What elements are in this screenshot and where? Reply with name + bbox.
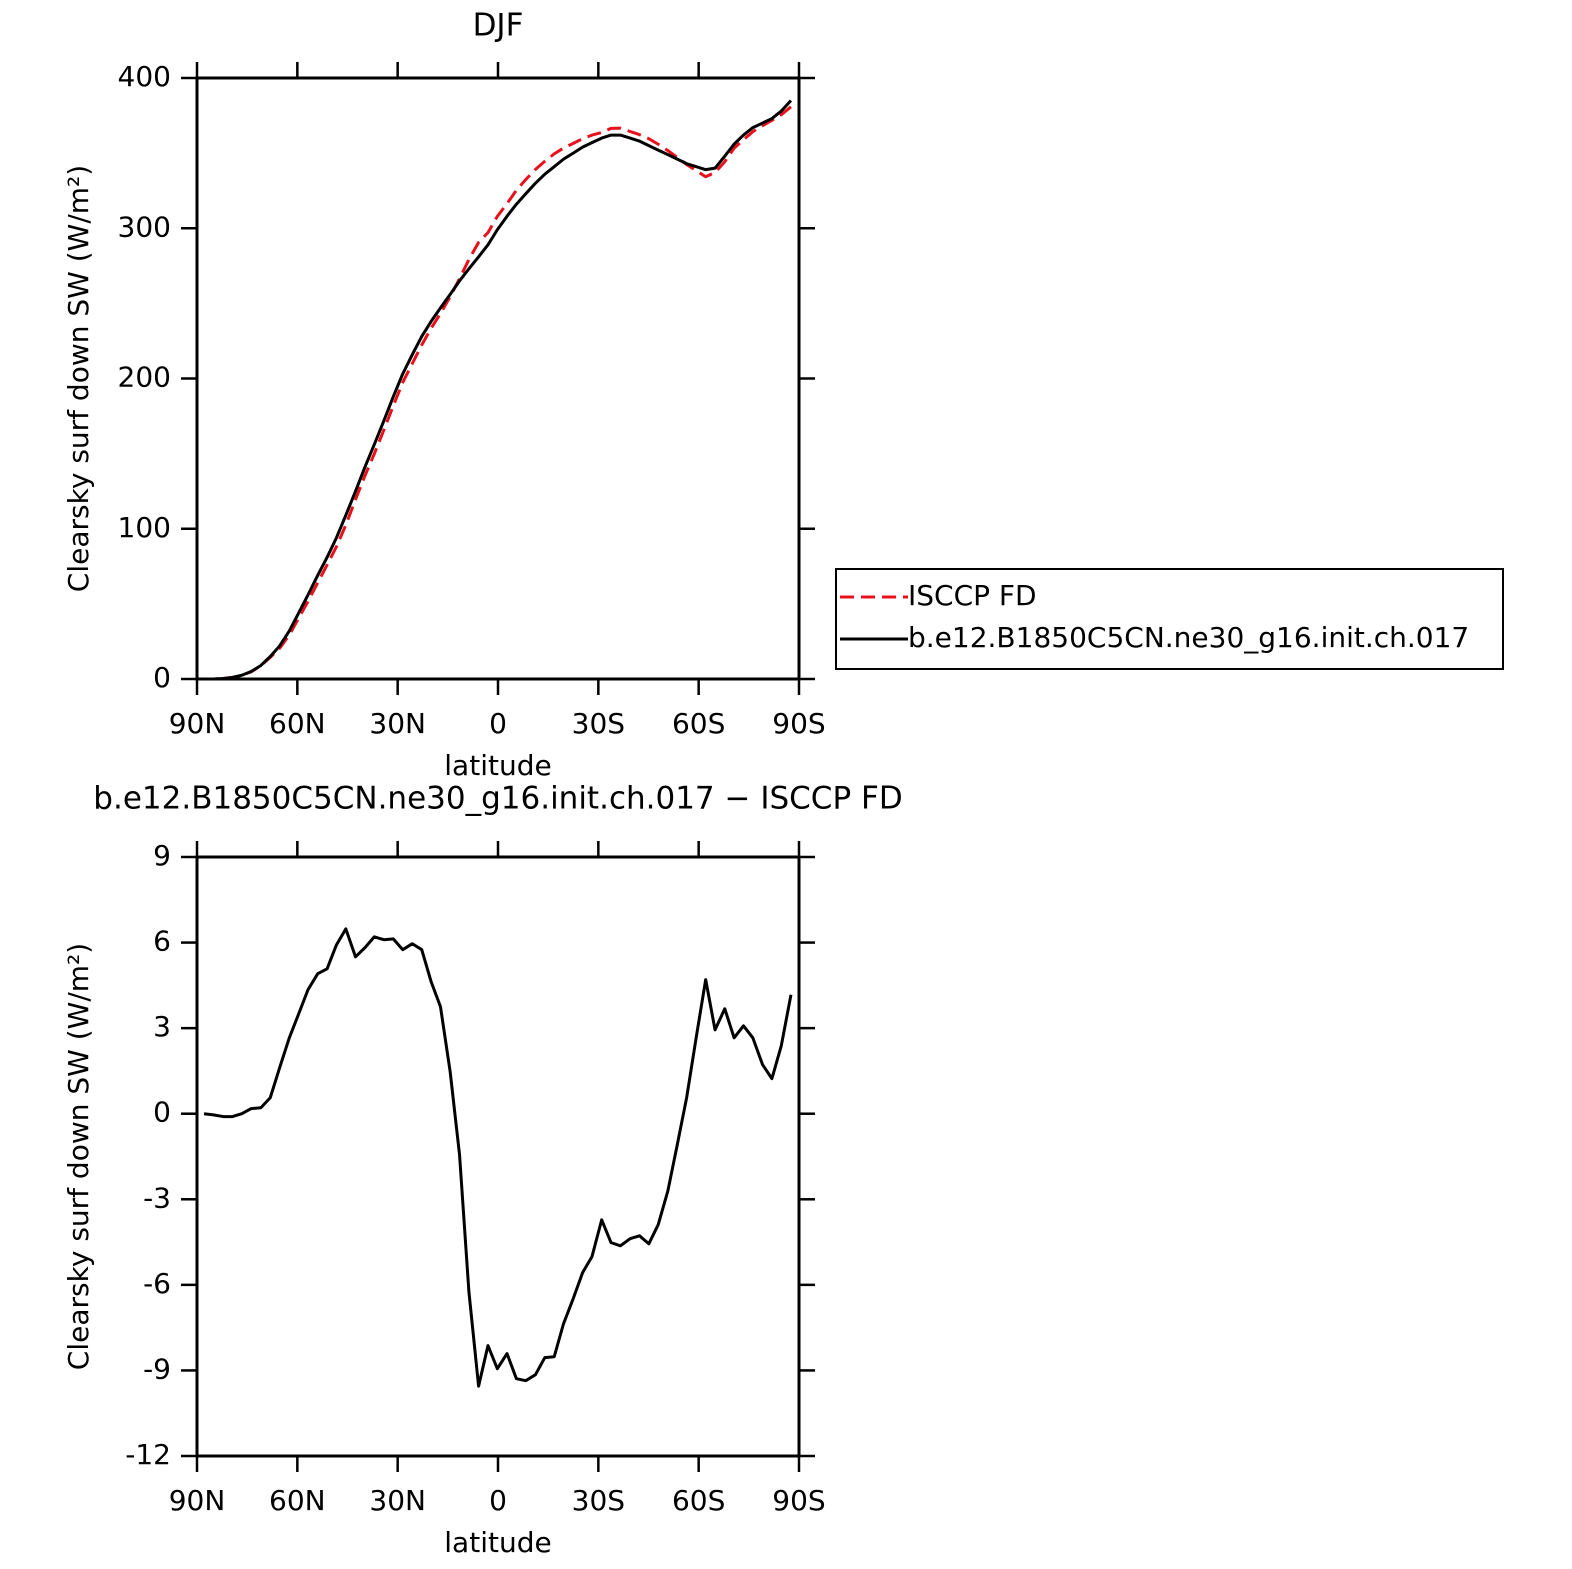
y-tick-label: 100 bbox=[118, 511, 171, 544]
x-tick-label: 60S bbox=[672, 1484, 725, 1517]
x-tick-label: 30S bbox=[572, 707, 625, 740]
legend-label: ISCCP FD bbox=[908, 579, 1037, 612]
data-line bbox=[204, 105, 792, 681]
legend-label: b.e12.B1850C5CN.ne30_g16.init.ch.017 bbox=[908, 621, 1469, 654]
x-tick-label: 0 bbox=[489, 707, 507, 740]
x-tick-label: 60N bbox=[269, 1484, 326, 1517]
y-axis-label: Clearsky surf down SW (W/m²) bbox=[62, 943, 95, 1370]
x-tick-label: 60S bbox=[672, 707, 725, 740]
y-tick-label: -3 bbox=[143, 1181, 171, 1214]
x-tick-label: 60N bbox=[269, 707, 326, 740]
y-tick-label: 9 bbox=[153, 839, 171, 872]
y-axis-label: Clearsky surf down SW (W/m²) bbox=[62, 165, 95, 592]
chart-title: DJF bbox=[473, 8, 524, 44]
x-tick-label: 90S bbox=[772, 707, 825, 740]
x-tick-label: 90N bbox=[169, 1484, 226, 1517]
x-axis-label: latitude bbox=[444, 749, 551, 782]
y-tick-label: 6 bbox=[153, 925, 171, 958]
y-tick-label: 3 bbox=[153, 1010, 171, 1043]
x-tick-label: 30S bbox=[572, 1484, 625, 1517]
y-tick-label: 300 bbox=[118, 210, 171, 243]
data-line bbox=[203, 927, 793, 1388]
y-tick-label: 0 bbox=[153, 1096, 171, 1129]
x-axis-label: latitude bbox=[444, 1526, 551, 1559]
y-tick-label: -6 bbox=[143, 1267, 171, 1300]
plot-frame bbox=[195, 76, 801, 681]
x-tick-label: 30N bbox=[369, 707, 426, 740]
x-tick-label: 0 bbox=[489, 1484, 507, 1517]
y-tick-label: 200 bbox=[118, 361, 171, 394]
x-tick-label: 90S bbox=[772, 1484, 825, 1517]
data-line bbox=[204, 99, 793, 681]
chart-title: b.e12.B1850C5CN.ne30_g16.init.ch.017 − I… bbox=[93, 781, 902, 817]
y-tick-label: 0 bbox=[153, 661, 171, 694]
legend-box bbox=[835, 568, 1504, 670]
x-tick-label: 30N bbox=[369, 1484, 426, 1517]
plot-frame bbox=[195, 855, 801, 1458]
y-tick-label: -12 bbox=[125, 1438, 171, 1471]
y-tick-label: 400 bbox=[118, 60, 171, 93]
x-tick-label: 90N bbox=[169, 707, 226, 740]
y-tick-label: -9 bbox=[143, 1352, 171, 1385]
